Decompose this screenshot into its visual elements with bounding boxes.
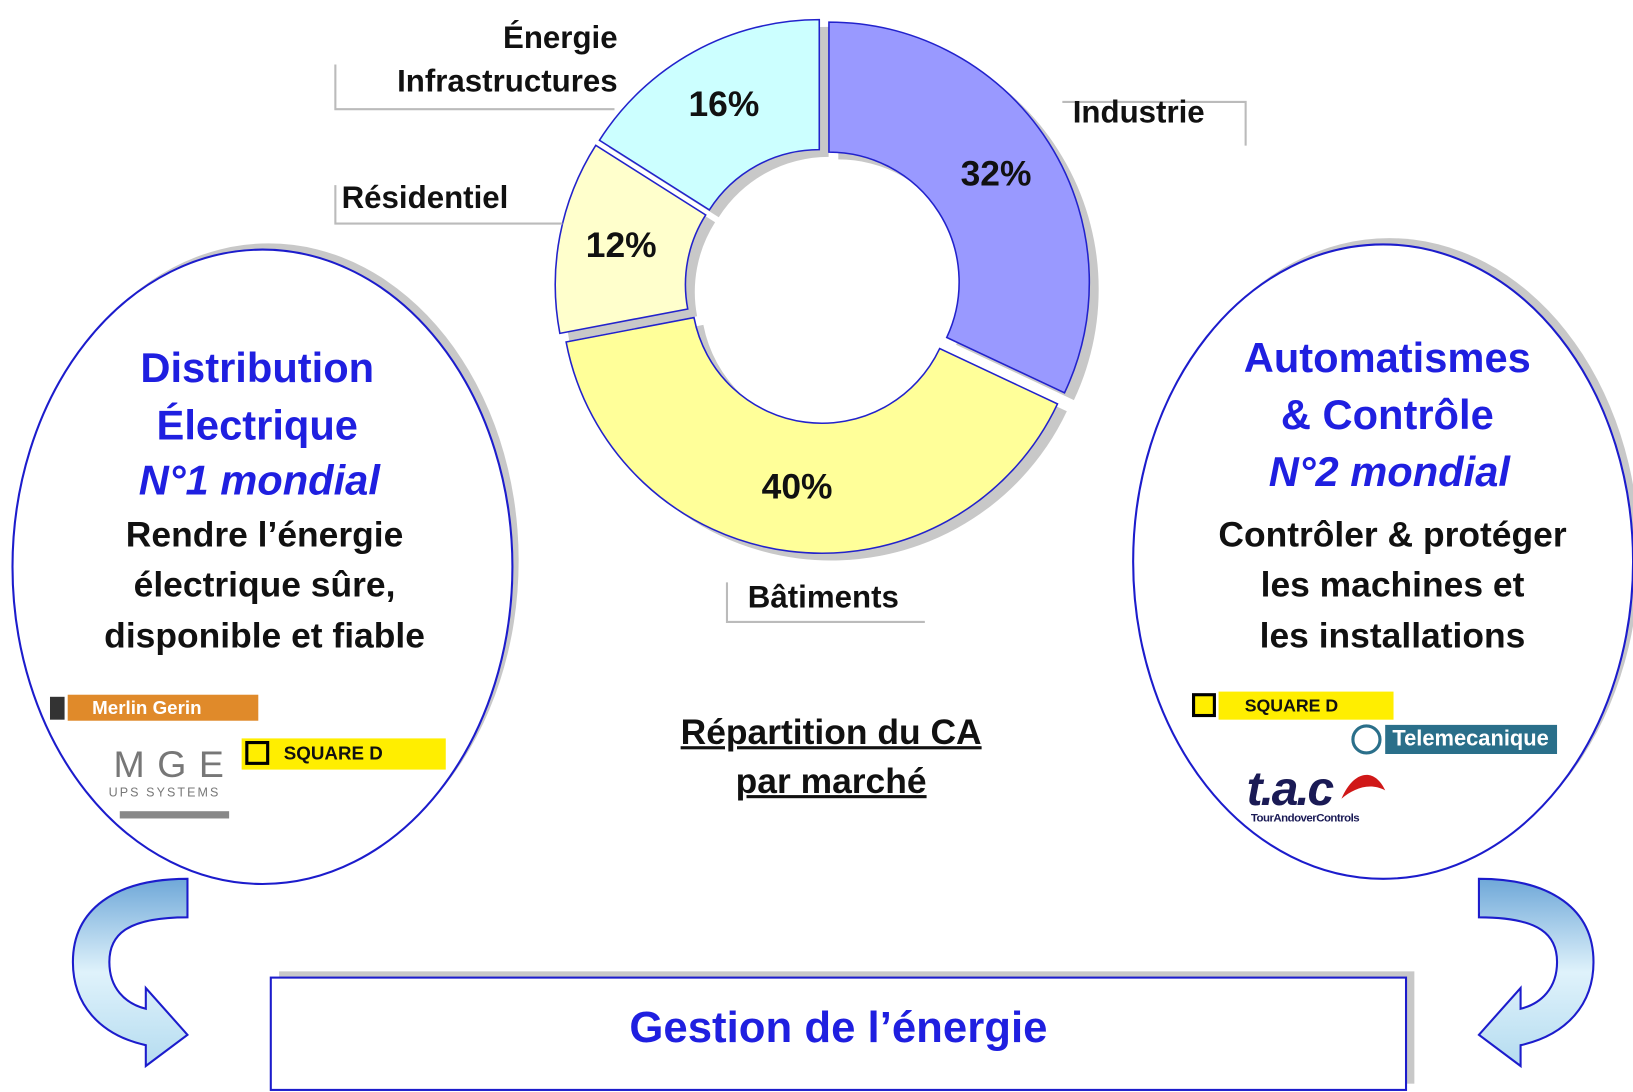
- right-title: Automatismes: [1243, 335, 1531, 382]
- left-description: disponible et fiable: [104, 616, 425, 656]
- tac-swoosh: [1341, 774, 1386, 799]
- merlin-icon: [49, 696, 65, 720]
- donut-slice: [554, 144, 707, 335]
- tac-subtitle: TourAndoverControls: [1250, 812, 1360, 825]
- left-ellipse: [11, 248, 514, 886]
- category-label: Industrie: [1072, 95, 1205, 130]
- donut-slice: [828, 21, 1091, 394]
- value-label: 32%: [961, 155, 1032, 194]
- left-title: Électrique: [156, 403, 358, 449]
- donut: 32% 40% 12% 16%: [554, 18, 1099, 561]
- squared-logo-box: [241, 738, 446, 770]
- right-description: les machines et: [1260, 565, 1525, 605]
- footer-box: [269, 976, 1408, 1091]
- squared-icon: [245, 740, 270, 765]
- squared-logo-box: [1218, 691, 1394, 720]
- donut-slice: [565, 316, 1059, 555]
- squared-logo: SQUARE D: [283, 743, 383, 764]
- left-arrow: [71, 877, 190, 1069]
- left-description: électrique sûre,: [133, 565, 396, 605]
- merlin-logo: Merlin Gerin: [92, 697, 202, 719]
- category-label: Énergie Infrastructures: [397, 20, 618, 99]
- right-ellipse: [1132, 243, 1633, 880]
- telemecanique-icon: [1351, 724, 1382, 755]
- left-rank: N°1 mondial: [138, 458, 380, 504]
- label-brackets: [334, 64, 1247, 623]
- tac-logo: t.a.c: [1246, 761, 1335, 816]
- category-label: Bâtiments: [747, 580, 899, 615]
- mge-logo: MGE: [113, 742, 237, 786]
- value-label: 12%: [586, 226, 657, 265]
- value-label: 16%: [689, 85, 760, 124]
- right-description: les installations: [1259, 616, 1526, 656]
- left-description: Rendre l’énergie: [125, 515, 404, 555]
- right-title: & Contrôle: [1280, 392, 1494, 439]
- telemecanique-logo: Telemecanique: [1392, 726, 1549, 751]
- merlin-logo-box: [67, 694, 259, 721]
- donut-slice: [598, 18, 821, 212]
- mge-bar: [119, 811, 230, 819]
- left-title: Distribution: [140, 345, 375, 392]
- squared-logo: SQUARE D: [1244, 695, 1339, 716]
- value-label: 40%: [762, 468, 833, 507]
- footer-title: Gestion de l’énergie: [629, 1002, 1048, 1052]
- mge-subtitle: UPS SYSTEMS: [108, 785, 221, 800]
- right-rank: N°2 mondial: [1268, 449, 1510, 496]
- caption: Répartition du CA: [680, 712, 982, 753]
- right-arrow: [1477, 877, 1595, 1069]
- squared-icon: [1191, 693, 1216, 718]
- telemecanique-box: [1385, 724, 1558, 754]
- right-description: Contrôler & protéger: [1218, 515, 1567, 555]
- caption: par marché: [735, 761, 927, 802]
- category-label: Résidentiel: [341, 180, 509, 216]
